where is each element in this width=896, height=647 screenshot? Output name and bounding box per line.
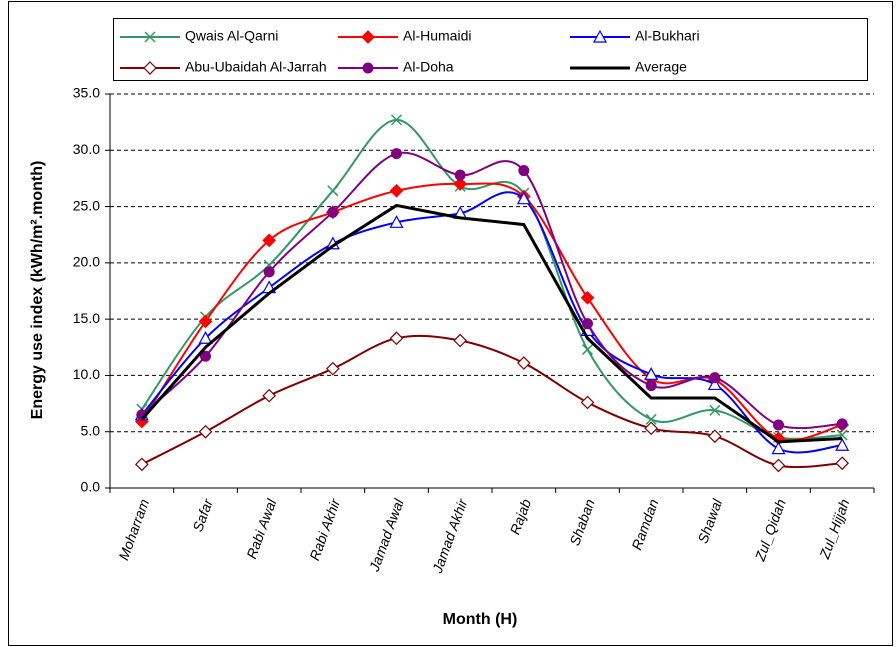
- y-tick-label: 0.0: [81, 479, 101, 495]
- y-axis-title: Energy use index (kWh/m².month): [29, 161, 46, 420]
- marker: [771, 458, 786, 473]
- marker: [709, 404, 721, 416]
- marker: [581, 344, 594, 356]
- marker: [516, 191, 531, 205]
- legend-label: Average: [635, 59, 687, 75]
- marker: [262, 388, 277, 403]
- series-line: [141, 334, 843, 469]
- marker: [327, 185, 339, 197]
- chart-frame: [8, 1, 893, 646]
- marker: [144, 31, 156, 43]
- marker: [835, 456, 850, 471]
- marker: [836, 418, 848, 430]
- marker: [771, 441, 786, 455]
- marker: [580, 395, 595, 410]
- marker: [592, 29, 608, 43]
- marker-stroke: [645, 413, 657, 425]
- legend-box: [113, 18, 868, 81]
- x-axis-title: Month (H): [443, 611, 518, 628]
- marker: [262, 233, 277, 248]
- y-tick-label: 20.0: [73, 254, 100, 270]
- y-tick-label: 15.0: [73, 310, 100, 326]
- marker: [454, 169, 466, 181]
- marker: [198, 331, 213, 344]
- marker: [391, 148, 402, 160]
- marker: [198, 314, 213, 329]
- marker: [390, 114, 403, 126]
- marker: [389, 215, 404, 228]
- series-line: [140, 203, 843, 444]
- marker: [644, 367, 659, 380]
- y-tick-label: 25.0: [73, 197, 100, 213]
- legend-label: Al-Bukhari: [635, 28, 700, 44]
- marker: [707, 377, 722, 391]
- y-tick-label: 35.0: [73, 85, 100, 101]
- marker: [325, 361, 340, 376]
- marker: [134, 457, 149, 472]
- series: [136, 148, 848, 431]
- series: [134, 331, 850, 473]
- marker: [516, 356, 531, 370]
- marker: [198, 424, 213, 439]
- legend-label: Al-Humaidi: [403, 28, 471, 44]
- y-tick-label: 30.0: [73, 141, 100, 157]
- marker: [362, 62, 374, 74]
- legend-label: Al-Doha: [403, 59, 454, 75]
- y-tick-label: 10.0: [73, 366, 100, 382]
- marker-stroke: [144, 31, 156, 43]
- marker: [389, 183, 404, 198]
- marker: [582, 318, 593, 330]
- marker: [200, 350, 211, 362]
- marker: [327, 206, 339, 218]
- marker-stroke: [581, 344, 594, 356]
- marker-stroke: [709, 404, 721, 416]
- marker-stroke: [327, 185, 339, 197]
- marker: [645, 380, 657, 392]
- marker: [645, 413, 657, 425]
- marker: [773, 419, 784, 431]
- series: [140, 203, 843, 444]
- marker: [143, 61, 157, 75]
- marker: [453, 177, 468, 191]
- marker: [361, 30, 375, 44]
- marker: [707, 429, 722, 444]
- marker: [835, 437, 850, 451]
- marker: [389, 331, 404, 346]
- legend-label: Qwais Al-Qarni: [185, 28, 278, 44]
- marker: [709, 372, 721, 384]
- marker: [453, 333, 468, 348]
- marker: [518, 165, 530, 177]
- y-tick-label: 5.0: [81, 422, 101, 438]
- marker-stroke: [390, 114, 403, 126]
- marker: [580, 290, 595, 305]
- legend-label: Abu-Ubaidah Al-Jarrah: [185, 59, 327, 75]
- marker: [263, 266, 275, 278]
- marker: [644, 421, 659, 436]
